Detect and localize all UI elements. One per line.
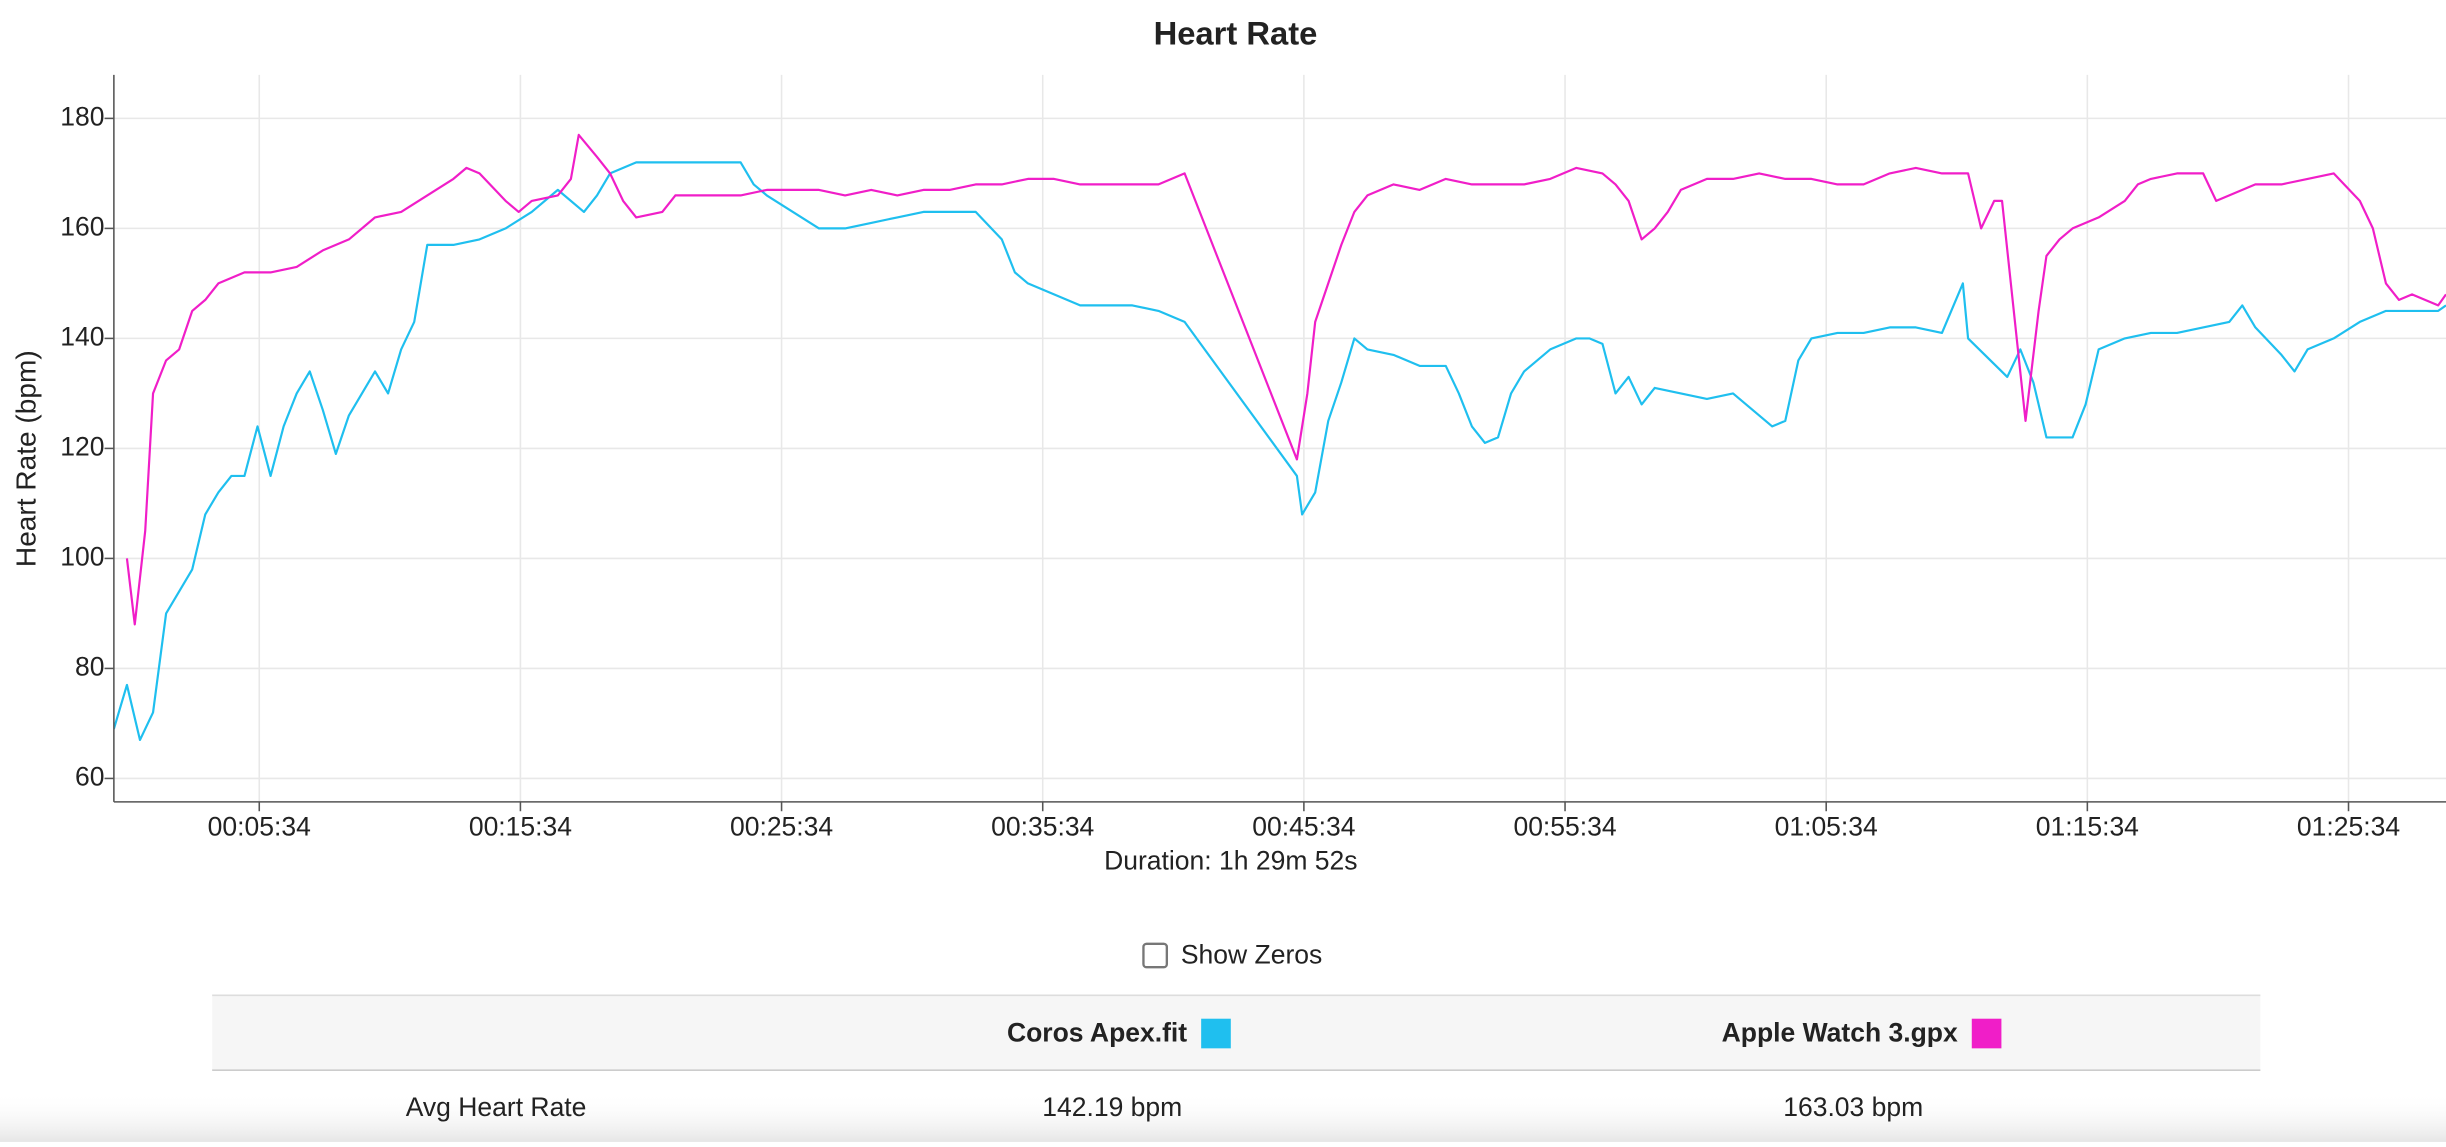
y-tick-label: 100 — [60, 541, 104, 571]
fade — [0, 1092, 2446, 1142]
legend-swatch — [1201, 1018, 1231, 1049]
x-tick-label: 00:25:34 — [730, 811, 833, 841]
plot-area — [113, 133, 2446, 742]
table-cell: 163.03 bpm — [1783, 1092, 1923, 1122]
checkbox-label[interactable]: Show Zeros — [1181, 939, 1322, 969]
y-tick-label: 160 — [60, 211, 104, 241]
y-tick-label: 120 — [60, 431, 104, 461]
x-tick-label: 00:35:34 — [991, 811, 1094, 841]
x-tick-label: 01:15:34 — [2036, 811, 2139, 841]
table-cell: 142.19 bpm — [1042, 1092, 1182, 1122]
x-axis-label: Duration: 1h 29m 52s — [1104, 846, 1357, 876]
table-header-bg — [212, 995, 2261, 1071]
table-header: Apple Watch 3.gpx — [1722, 1017, 1958, 1047]
x-tick-label: 00:45:34 — [1252, 811, 1355, 841]
table-header: Coros Apex.fit — [1007, 1017, 1187, 1047]
grid — [104, 74, 2446, 812]
y-tick-label: 140 — [60, 321, 104, 351]
y-tick-label: 60 — [75, 761, 104, 791]
y-tick-label: 180 — [60, 101, 104, 131]
x-tick-label: 01:05:34 — [1775, 811, 1878, 841]
x-tick-label: 00:05:34 — [208, 811, 311, 841]
show-zeros-toggle[interactable]: Show Zeros — [1142, 939, 1322, 969]
checkbox[interactable] — [1142, 942, 1169, 969]
series-line — [113, 161, 2446, 742]
y-tick-label: 80 — [75, 651, 104, 681]
table-cell: Avg Heart Rate — [406, 1092, 587, 1122]
chart-title: Heart Rate — [1154, 15, 1318, 52]
series-line — [125, 133, 2446, 626]
x-tick-label: 00:55:34 — [1513, 811, 1616, 841]
y-axis-label: Heart Rate (bpm) — [11, 350, 42, 567]
legend-swatch — [1971, 1018, 2002, 1049]
x-tick-label: 00:15:34 — [469, 811, 572, 841]
x-tick-label: 01:25:34 — [2297, 811, 2400, 841]
